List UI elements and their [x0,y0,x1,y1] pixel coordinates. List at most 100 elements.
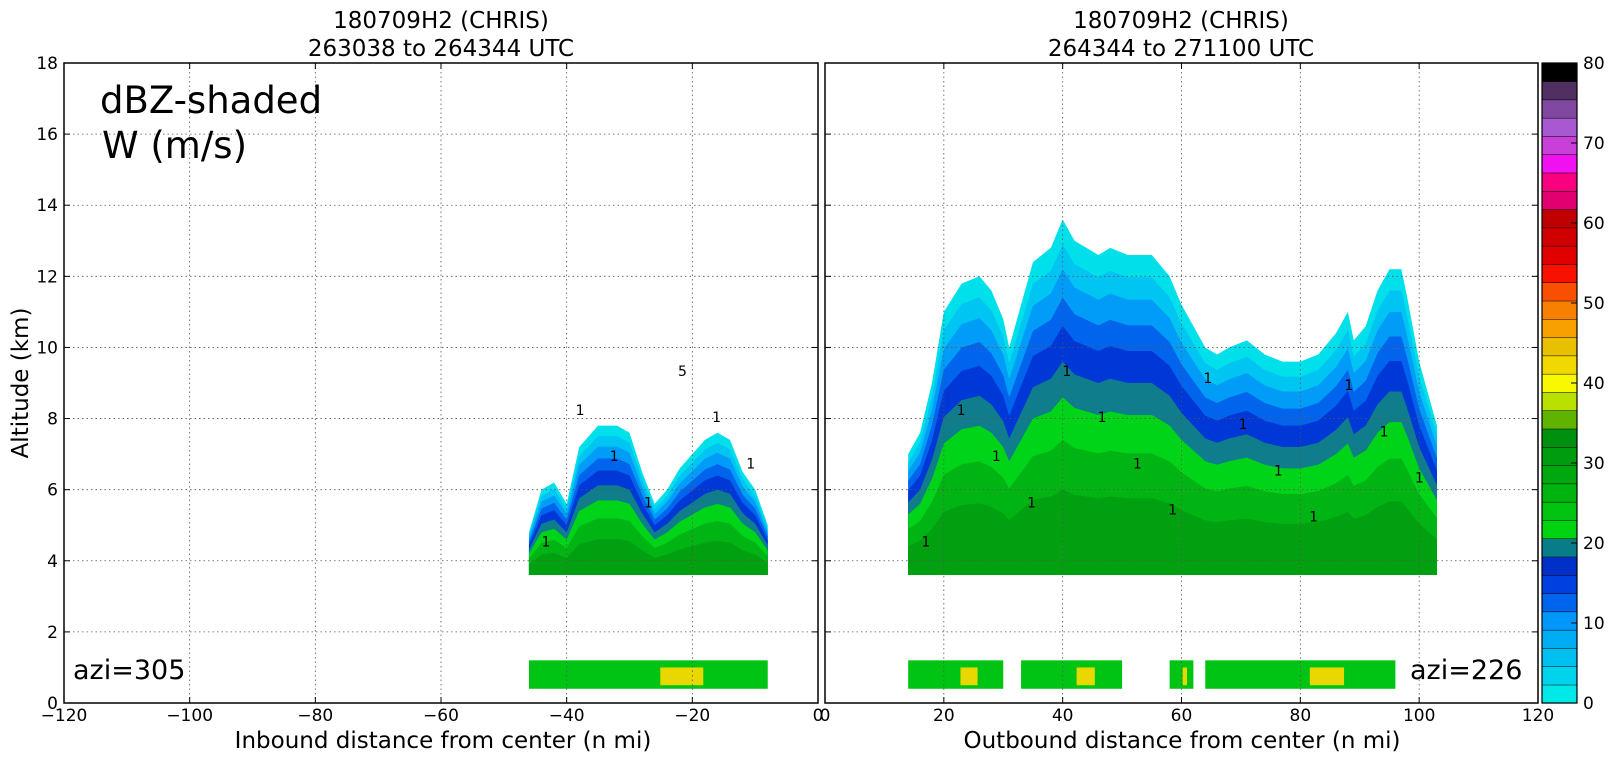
right-contour-label-5: 1 [1098,410,1107,426]
left-plot-area: 1 1 1 1 5 1 1 [64,63,818,703]
colorbar-swatch-30 [1541,135,1578,155]
y-tick-label-6: 12 [36,267,58,287]
colorbar-tick-label-6: 60 [1583,214,1605,234]
y-tick-label-5: 10 [36,338,58,358]
colorbar-tick-label-1: 10 [1583,614,1605,634]
colorbar-swatch-0 [1541,684,1578,704]
y-tick-label-7: 14 [36,196,58,216]
right-contour-label-13: 1 [1380,424,1389,440]
left-x-tick-label-1: −100 [166,706,213,726]
colorbar-tick-label-2: 20 [1583,534,1605,554]
right-chart-title: 180709H2 (CHRIS) [1073,8,1289,34]
colorbar-tick-label-8: 80 [1583,54,1605,74]
colorbar-swatch-1 [1541,666,1578,686]
y-tick-label-0: 0 [47,694,58,714]
left-contour-label-2: 1 [610,449,619,465]
right-contour-label-9: 1 [1239,417,1248,433]
left-contour-label-6: 1 [746,456,755,472]
colorbar-swatch-26 [1541,209,1578,229]
colorbar-swatch-18 [1541,355,1578,375]
y-tick-label-3: 6 [47,481,58,501]
legend-line-dbz: dBZ-shaded [100,79,322,122]
right-lower-echo-core-1 [1076,667,1095,686]
left-echo-layer [528,425,768,689]
right-lower-echo-core-2 [1182,667,1187,686]
left-echo-layer-8 [528,539,768,575]
left-x-tick-label-0: −120 [41,706,88,726]
colorbar-swatch-29 [1541,154,1578,174]
colorbar-swatch-25 [1541,227,1578,247]
y-tick-label-9: 18 [36,54,58,74]
colorbar-swatch-3 [1541,629,1578,649]
colorbar-swatch-2 [1541,647,1578,667]
right-x-tick-label-3: 60 [1171,706,1193,726]
right-contour-label-6: 1 [1133,456,1142,472]
right-lower-echo-core-3 [1309,667,1345,686]
colorbar-swatch-12 [1541,465,1578,485]
right-contour-label-1: 1 [957,403,966,419]
right-x-tick-label-0: 0 [820,706,831,726]
colorbar-swatch-5 [1541,593,1578,613]
left-chart-title: 180709H2 (CHRIS) [333,8,549,34]
right-x-tick-label-4: 80 [1290,706,1312,726]
right-contour-label-8: 1 [1203,371,1212,387]
right-echo-layer [908,219,1437,689]
colorbar-tick-label-4: 40 [1583,374,1605,394]
left-contour-label-3: 1 [644,495,653,511]
right-x-tick-label-5: 100 [1403,706,1435,726]
left-x-tick-label-6: 0 [813,706,824,726]
left-x-tick-label-4: −40 [549,706,585,726]
colorbar-ticks: 0 10 20 30 40 50 60 70 80 [1571,54,1605,714]
right-contour-label-7: 1 [1168,503,1177,519]
left-azimuth-annotation: azi=305 [73,655,185,686]
colorbar-swatch-21 [1541,300,1578,320]
right-contour-label-12: 1 [1344,378,1353,394]
colorbar-swatch-10 [1541,501,1578,521]
colorbar-tick-label-5: 50 [1583,294,1605,314]
left-panel: 180709H2 (CHRIS) 263038 to 264344 UTC 11… [8,8,823,754]
right-contour-label-2: 1 [992,449,1001,465]
right-lower-echo-2 [1169,660,1194,689]
colorbar-swatch-16 [1541,391,1578,411]
left-x-tick-label-2: −80 [297,706,333,726]
colorbar-swatch-22 [1541,282,1578,302]
colorbar-swatch-27 [1541,190,1578,210]
colorbar-swatch-28 [1541,172,1578,192]
right-lower-echo-1 [1021,660,1123,689]
right-ticks: 0 20 40 60 80 100 120 [820,62,1554,726]
left-lower-echo-core-0 [660,667,704,686]
colorbar-tick-label-3: 30 [1583,454,1605,474]
right-x-tick-label-1: 20 [933,706,955,726]
colorbar-swatch-32 [1541,99,1578,119]
right-x-tick-label-2: 40 [1052,706,1074,726]
left-lower-echo-0 [528,660,768,689]
y-tick-label-8: 16 [36,125,58,145]
colorbar-swatch-34 [1541,62,1578,82]
colorbar-swatch-4 [1541,611,1578,631]
colorbar-swatch-9 [1541,519,1578,539]
right-contour-label-10: 1 [1274,463,1283,479]
colorbar-swatch-15 [1541,410,1578,430]
colorbar-swatch-8 [1541,538,1578,558]
right-lower-echo-core-0 [960,667,978,686]
colorbar-swatch-6 [1541,574,1578,594]
y-tick-label-2: 4 [47,552,58,572]
right-lower-echo-0 [908,660,1004,689]
right-contour-label-3: 1 [1027,495,1036,511]
right-panel: 180709H2 (CHRIS) 264344 to 271100 UTC 1 1… [820,8,1555,754]
colorbar-swatch-24 [1541,245,1578,265]
left-ticks: −120 −100 −80 −60 −40 −20 0 0 2 4 6 8 10 12 14 16 18 [36,54,823,726]
colorbar-swatch-33 [1541,81,1578,101]
left-x-axis-label: Inbound distance from center (n mi) [235,728,652,754]
right-chart-subtitle: 264344 to 271100 UTC [1048,36,1314,62]
left-x-tick-label-5: −20 [674,706,710,726]
right-contour-label-14: 1 [1415,471,1424,487]
colorbar-swatch-23 [1541,263,1578,283]
y-axis-label: Altitude (km) [8,308,34,459]
right-x-tick-label-6: 120 [1522,706,1554,726]
left-contour-label-4: 5 [678,364,687,380]
right-azimuth-annotation: azi=226 [1410,655,1522,686]
colorbar-tick-label-0: 0 [1583,694,1594,714]
right-contour-label-11: 1 [1309,510,1318,526]
